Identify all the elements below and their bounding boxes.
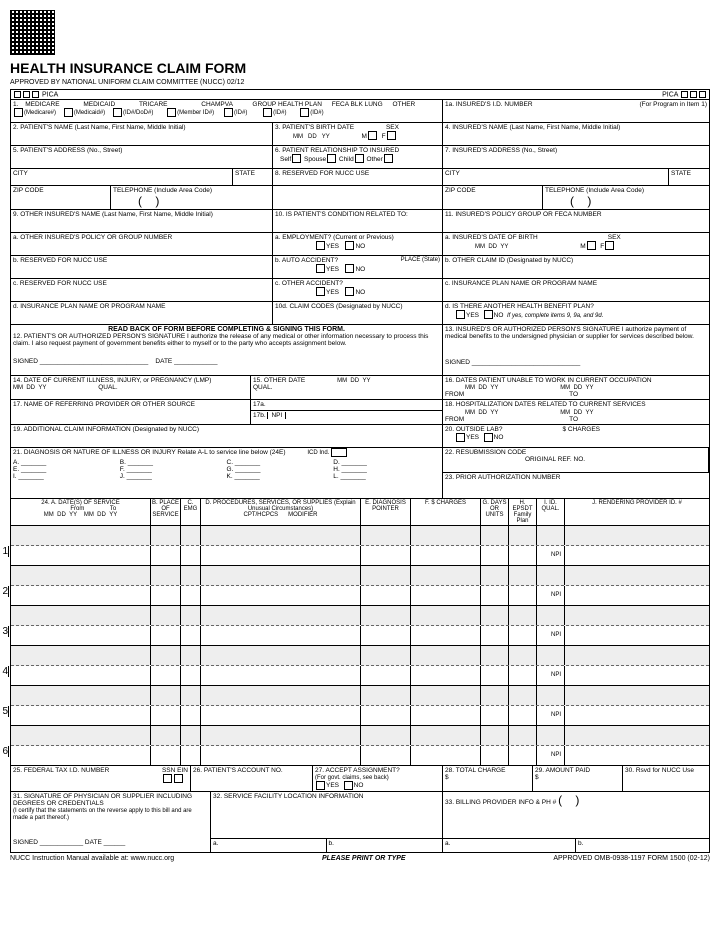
- field-21[interactable]: 21. DIAGNOSIS OR NATURE OF ILLNESS OR IN…: [11, 448, 443, 498]
- field-18[interactable]: 18. HOSPITALIZATION DATES RELATED TO CUR…: [443, 400, 709, 423]
- field-3[interactable]: 3. PATIENT'S BIRTH DATE SEX MM DD YY M F: [273, 123, 443, 145]
- field-5-zip[interactable]: ZIP CODE: [11, 186, 111, 209]
- field-27[interactable]: 27. ACCEPT ASSIGNMENT?(For govt. claims,…: [313, 766, 443, 791]
- field-10b[interactable]: b. AUTO ACCIDENT?PLACE (State) YES NO: [273, 256, 443, 278]
- field-31[interactable]: 31. SIGNATURE OF PHYSICIAN OR SUPPLIER I…: [11, 792, 211, 852]
- field-17[interactable]: 17. NAME OF REFERRING PROVIDER OR OTHER …: [11, 400, 251, 423]
- field-13[interactable]: 13. INSURED'S OR AUTHORIZED PERSON'S SIG…: [443, 325, 709, 375]
- field-10a[interactable]: a. EMPLOYMENT? (Current or Previous) YES…: [273, 233, 443, 255]
- field-5-city[interactable]: CITY: [11, 169, 233, 185]
- field-7-city[interactable]: CITY: [443, 169, 669, 185]
- field-17ab[interactable]: 17a. 17b. NPI: [251, 400, 443, 423]
- field-11b[interactable]: b. OTHER CLAIM ID (Designated by NUCC): [443, 256, 709, 278]
- field-5[interactable]: 5. PATIENT'S ADDRESS (No., Street): [11, 146, 273, 168]
- field-11a[interactable]: a. INSURED'S DATE OF BIRTHSEX MM DD YY M…: [443, 233, 709, 255]
- service-line-shaded[interactable]: [11, 526, 709, 546]
- field-14[interactable]: 14. DATE OF CURRENT ILLNESS, INJURY, or …: [11, 376, 251, 399]
- field-8b: [273, 186, 443, 209]
- field-11c[interactable]: c. INSURANCE PLAN NAME OR PROGRAM NAME: [443, 279, 709, 301]
- form-title: HEALTH INSURANCE CLAIM FORM: [10, 60, 710, 76]
- field-29[interactable]: 29. AMOUNT PAID$: [533, 766, 623, 791]
- field-7[interactable]: 7. INSURED'S ADDRESS (No., Street): [443, 146, 709, 168]
- field-1a[interactable]: 1a. INSURED'S I.D. NUMBER (For Program i…: [443, 100, 709, 122]
- field-7-zip[interactable]: ZIP CODE: [443, 186, 543, 209]
- service-line[interactable]: 6NPI: [11, 746, 709, 766]
- claim-form: PICA PICA 1. MEDICARE MEDICAID TRICARE C…: [10, 89, 710, 853]
- field-23[interactable]: 23. PRIOR AUTHORIZATION NUMBER: [443, 473, 709, 498]
- field-33[interactable]: 33. BILLING PROVIDER INFO & PH # ( ) a. …: [443, 792, 709, 852]
- field-22[interactable]: 22. RESUBMISSION CODE ORIGINAL REF. NO.: [443, 448, 709, 473]
- pica-row: PICA PICA: [11, 90, 709, 100]
- service-line-shaded[interactable]: [11, 686, 709, 706]
- service-line[interactable]: 3NPI: [11, 626, 709, 646]
- field-6[interactable]: 6. PATIENT RELATIONSHIP TO INSURED Self …: [273, 146, 443, 168]
- field-5-tel[interactable]: TELEPHONE (Include Area Code)( ): [111, 186, 273, 209]
- field-15[interactable]: 15. OTHER DATE MM DD YY QUAL.: [251, 376, 443, 399]
- field-9c[interactable]: c. RESERVED FOR NUCC USE: [11, 279, 273, 301]
- field-10: 10. IS PATIENT'S CONDITION RELATED TO:: [273, 210, 443, 232]
- field-5-state[interactable]: STATE: [233, 169, 273, 185]
- field-7-tel[interactable]: TELEPHONE (Include Area Code)( ): [543, 186, 709, 209]
- field-9[interactable]: 9. OTHER INSURED'S NAME (Last Name, Firs…: [11, 210, 273, 232]
- form-subtitle: APPROVED BY NATIONAL UNIFORM CLAIM COMMI…: [10, 79, 710, 86]
- field-24-header: 24. A. DATE(S) OF SERVICE FromTo MM DD Y…: [11, 499, 709, 526]
- form-footer: NUCC Instruction Manual available at: ww…: [10, 853, 710, 862]
- field-12[interactable]: READ BACK OF FORM BEFORE COMPLETING & SI…: [11, 325, 443, 375]
- field-10d[interactable]: 10d. CLAIM CODES (Designated by NUCC): [273, 302, 443, 324]
- field-9d[interactable]: d. INSURANCE PLAN NAME OR PROGRAM NAME: [11, 302, 273, 324]
- service-line-shaded[interactable]: [11, 726, 709, 746]
- qr-code: [10, 10, 55, 55]
- service-line-shaded[interactable]: [11, 566, 709, 586]
- field-16[interactable]: 16. DATES PATIENT UNABLE TO WORK IN CURR…: [443, 376, 709, 399]
- field-1[interactable]: 1. MEDICARE MEDICAID TRICARE CHAMPVA GRO…: [11, 100, 443, 122]
- field-19[interactable]: 19. ADDITIONAL CLAIM INFORMATION (Design…: [11, 425, 443, 447]
- field-30[interactable]: 30. Rsvd for NUCC Use: [623, 766, 709, 791]
- field-4[interactable]: 4. INSURED'S NAME (Last Name, First Name…: [443, 123, 709, 145]
- service-line[interactable]: 5NPI: [11, 706, 709, 726]
- service-line[interactable]: 4NPI: [11, 666, 709, 686]
- field-9a[interactable]: a. OTHER INSURED'S POLICY OR GROUP NUMBE…: [11, 233, 273, 255]
- service-line-shaded[interactable]: [11, 646, 709, 666]
- service-line-shaded[interactable]: [11, 606, 709, 626]
- field-25[interactable]: 25. FEDERAL TAX I.D. NUMBER SSN EIN: [11, 766, 191, 791]
- field-26[interactable]: 26. PATIENT'S ACCOUNT NO.: [191, 766, 313, 791]
- field-9b[interactable]: b. RESERVED FOR NUCC USE: [11, 256, 273, 278]
- field-20[interactable]: 20. OUTSIDE LAB?$ CHARGES YES NO: [443, 425, 709, 447]
- service-line[interactable]: 2NPI: [11, 586, 709, 606]
- field-8[interactable]: 8. RESERVED FOR NUCC USE: [273, 169, 443, 185]
- service-line[interactable]: 1NPI: [11, 546, 709, 566]
- field-32[interactable]: 32. SERVICE FACILITY LOCATION INFORMATIO…: [211, 792, 443, 852]
- field-10c[interactable]: c. OTHER ACCIDENT? YES NO: [273, 279, 443, 301]
- field-2[interactable]: 2. PATIENT'S NAME (Last Name, First Name…: [11, 123, 273, 145]
- field-7-state[interactable]: STATE: [669, 169, 709, 185]
- field-11d[interactable]: d. IS THERE ANOTHER HEALTH BENEFIT PLAN?…: [443, 302, 709, 324]
- field-11[interactable]: 11. INSURED'S POLICY GROUP OR FECA NUMBE…: [443, 210, 709, 232]
- field-28[interactable]: 28. TOTAL CHARGE$: [443, 766, 533, 791]
